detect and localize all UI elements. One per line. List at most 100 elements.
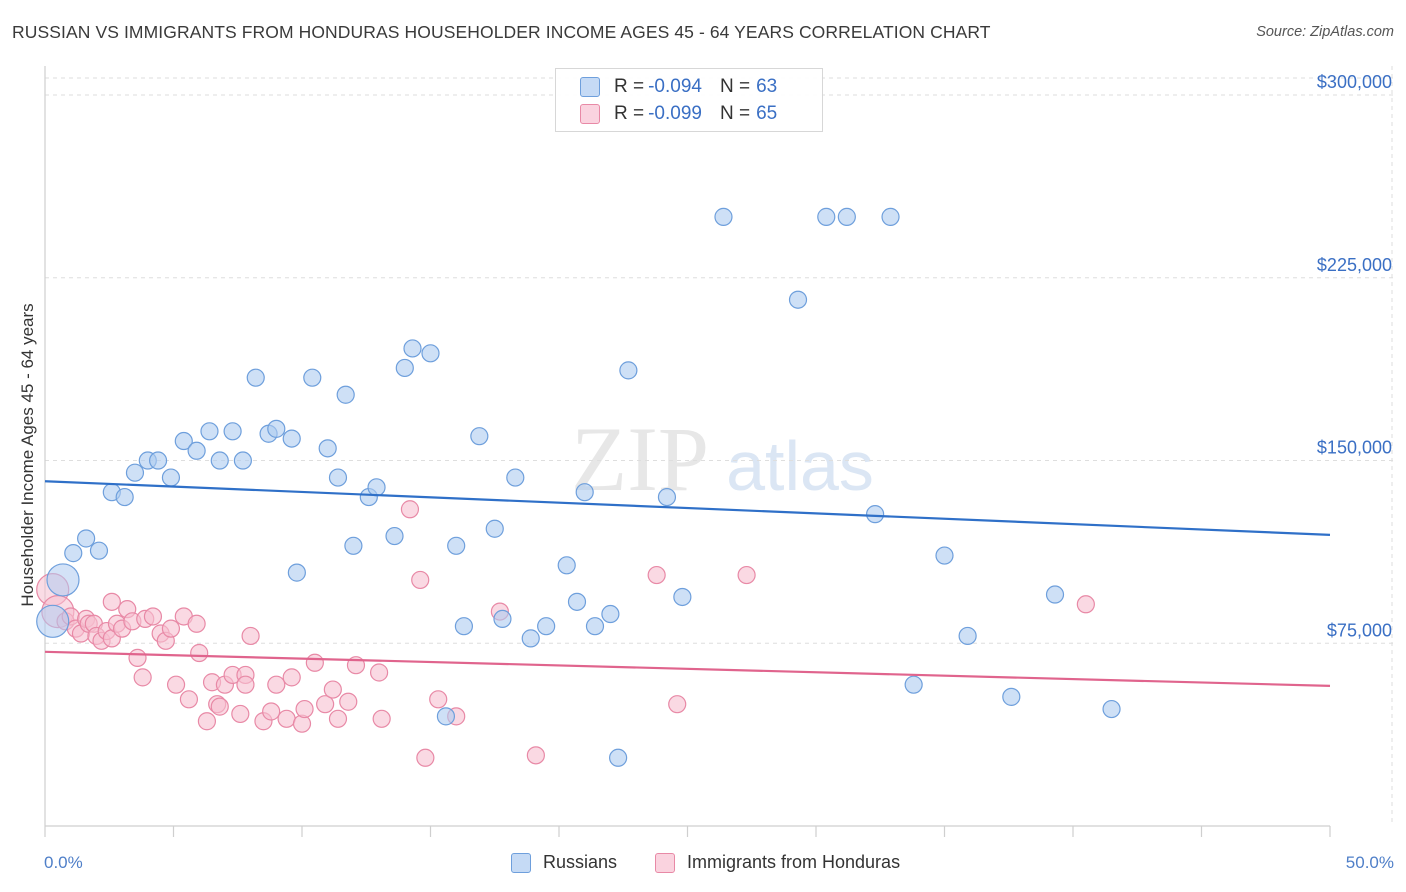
x-tick-right: 50.0% [1345, 853, 1394, 872]
legend-r-label: R = [614, 76, 645, 97]
series-legend-label-honduras: Immigrants from Honduras [687, 852, 901, 872]
point-russian-48 [619, 361, 638, 380]
point-honduras-56 [411, 570, 430, 590]
series-legend: Russians Immigrants from Honduras [0, 852, 1406, 876]
legend-n-label: N = [719, 76, 751, 97]
point-russian-19 [267, 419, 286, 438]
point-honduras-63 [668, 695, 687, 714]
point-honduras-54 [372, 709, 391, 728]
source-label: Source: ZipAtlas.com [1256, 24, 1394, 40]
series-honduras-points [36, 500, 1095, 767]
point-russian-16 [233, 451, 252, 470]
point-russian-51 [714, 207, 733, 226]
point-honduras-41 [262, 702, 281, 721]
point-russian-33 [436, 707, 456, 726]
point-russian-15 [223, 422, 242, 441]
series-legend-swatch-russian [511, 852, 531, 873]
legend-row-russian: R = -0.094 N = 63 [580, 75, 777, 99]
series-legend-swatch-honduras [655, 852, 675, 873]
point-honduras-61 [526, 746, 545, 765]
point-russian-62 [1102, 699, 1121, 719]
trend-line-russian [44, 480, 1331, 536]
y-axis-label: Householder Income Ages 45 - 64 years [18, 303, 37, 607]
point-russian-55 [866, 505, 885, 524]
point-honduras-57 [416, 748, 435, 767]
point-russian-26 [344, 536, 363, 555]
point-russian-31 [403, 339, 422, 358]
watermark: ZIP atlas [571, 408, 874, 510]
y-tick-label-1: $150,000 [1317, 438, 1392, 458]
point-russian-54 [837, 207, 856, 226]
point-honduras-62 [647, 565, 666, 585]
point-russian-40 [521, 629, 540, 648]
point-russian-36 [470, 427, 489, 446]
point-russian-13 [200, 422, 219, 441]
point-russian-56 [881, 207, 900, 226]
point-russian-44 [575, 483, 594, 502]
series-legend-label-russian: Russians [543, 852, 618, 872]
point-honduras-64 [737, 565, 756, 585]
trend-lines [44, 480, 1331, 688]
correlation-legend: R = -0.094 N = 63 R = -0.099 N = 65 [555, 68, 823, 132]
legend-r-value-russian: -0.094 [648, 76, 702, 97]
legend-swatch-russian [580, 77, 600, 97]
point-russian-49 [657, 487, 677, 507]
point-honduras-48 [316, 695, 335, 714]
point-honduras-29 [190, 643, 209, 663]
point-russian-0 [36, 604, 70, 638]
point-honduras-65 [1076, 595, 1095, 614]
legend-n-value-honduras: 65 [756, 103, 778, 124]
chart-title: RUSSIAN VS IMMIGRANTS FROM HONDURAS HOUS… [12, 22, 991, 42]
point-honduras-38 [236, 675, 255, 694]
point-russian-4 [89, 541, 109, 560]
point-honduras-21 [143, 607, 163, 626]
legend-n-value-russian: 63 [756, 76, 778, 97]
point-russian-52 [788, 290, 808, 309]
point-russian-21 [287, 563, 306, 582]
legend-row-honduras: R = -0.099 N = 65 [580, 102, 777, 126]
point-russian-12 [187, 441, 206, 460]
point-honduras-30 [197, 712, 217, 731]
point-honduras-25 [166, 675, 186, 694]
watermark-zip: ZIP [571, 408, 709, 510]
point-honduras-51 [339, 692, 358, 711]
point-russian-42 [557, 556, 576, 575]
point-russian-59 [958, 626, 977, 646]
point-russian-50 [673, 587, 692, 607]
legend-r-label: R = [614, 103, 645, 124]
point-honduras-27 [179, 690, 199, 709]
point-honduras-50 [328, 709, 348, 728]
point-russian-39 [506, 468, 525, 487]
point-russian-1 [46, 563, 80, 597]
point-russian-53 [817, 207, 836, 226]
y-tick-label-2: $225,000 [1317, 255, 1392, 275]
series-legend-russian[interactable]: Russians [511, 852, 617, 873]
point-honduras-47 [305, 653, 324, 672]
point-honduras-44 [282, 668, 301, 687]
legend-swatch-honduras [580, 104, 600, 124]
point-russian-45 [585, 617, 605, 636]
point-russian-57 [904, 675, 923, 694]
point-russian-46 [601, 604, 620, 624]
point-russian-58 [935, 546, 954, 565]
point-russian-60 [1002, 687, 1021, 706]
y-tick-labels: $75,000 $150,000 $225,000 $300,000 [1317, 72, 1392, 640]
point-russian-34 [447, 536, 466, 555]
watermark-atlas: atlas [726, 427, 874, 505]
point-honduras-53 [370, 663, 389, 682]
point-russian-7 [125, 463, 145, 482]
point-russian-3 [77, 529, 96, 548]
point-russian-32 [421, 344, 440, 363]
point-russian-9 [148, 451, 168, 470]
point-russian-25 [336, 385, 355, 404]
point-russian-61 [1045, 585, 1065, 604]
point-russian-10 [161, 468, 181, 487]
point-russian-11 [174, 431, 193, 451]
point-russian-6 [115, 487, 134, 507]
point-honduras-18 [128, 648, 147, 667]
point-honduras-28 [187, 614, 206, 633]
series-legend-honduras[interactable]: Immigrants from Honduras [655, 852, 900, 873]
point-honduras-39 [241, 626, 260, 646]
point-honduras-55 [400, 500, 420, 519]
point-russian-43 [567, 592, 587, 611]
